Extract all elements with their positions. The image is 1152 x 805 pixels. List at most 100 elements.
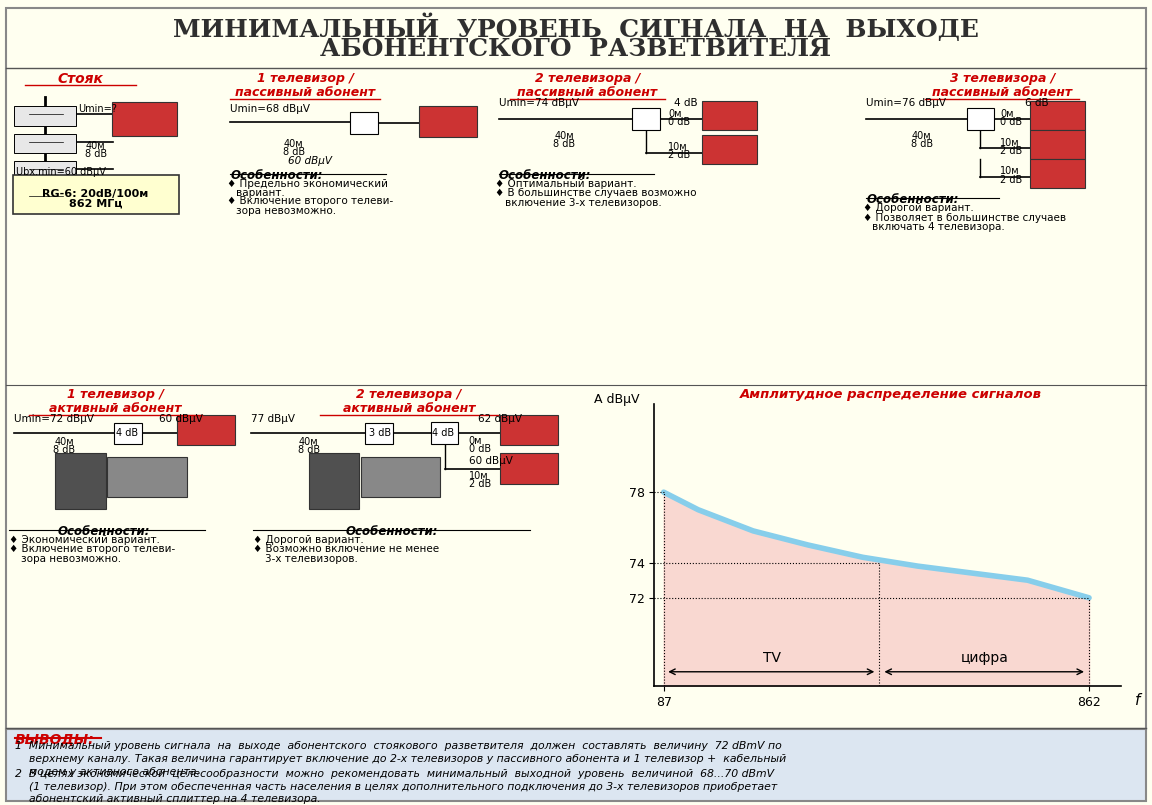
Text: 62 dBμV: 62 dBμV xyxy=(478,415,522,424)
Text: 40м: 40м xyxy=(283,139,304,149)
FancyBboxPatch shape xyxy=(361,457,440,497)
Text: АБОНЕНТСКОГО  РАЗВЕТВИТЕЛЯ: АБОНЕНТСКОГО РАЗВЕТВИТЕЛЯ xyxy=(320,37,832,61)
Text: 0м: 0м xyxy=(1000,109,1014,118)
Text: Особенности:: Особенности: xyxy=(499,169,591,182)
FancyBboxPatch shape xyxy=(55,453,106,509)
Text: активный абонент: активный абонент xyxy=(342,402,476,415)
FancyBboxPatch shape xyxy=(14,161,76,180)
FancyBboxPatch shape xyxy=(419,106,477,137)
Text: 3 dB: 3 dB xyxy=(369,428,392,438)
Text: активный абонент: активный абонент xyxy=(48,402,182,415)
FancyBboxPatch shape xyxy=(112,102,177,136)
Text: 77 dBμV: 77 dBμV xyxy=(251,415,295,424)
Text: 6 dB: 6 dB xyxy=(1025,98,1049,108)
FancyBboxPatch shape xyxy=(6,729,1146,801)
Text: 10м: 10м xyxy=(1000,138,1020,148)
Text: 2 телевизора /: 2 телевизора / xyxy=(535,72,641,85)
FancyBboxPatch shape xyxy=(13,175,179,214)
Text: 60 dBμV: 60 dBμV xyxy=(159,415,203,424)
FancyBboxPatch shape xyxy=(114,423,142,444)
Text: 8 dB: 8 dB xyxy=(910,139,933,149)
Text: ♦ Включение второго телеви-: ♦ Включение второго телеви- xyxy=(9,544,175,554)
Text: 4 dB: 4 dB xyxy=(432,428,455,438)
Text: 2 dB: 2 dB xyxy=(1000,147,1022,156)
Text: 0м: 0м xyxy=(469,436,483,446)
Text: 1  Минимальный уровень сигнала  на  выходе  абонентского  стоякового  разветвите: 1 Минимальный уровень сигнала на выходе … xyxy=(15,741,786,777)
Text: 40м: 40м xyxy=(54,437,75,447)
Text: зора невозможно.: зора невозможно. xyxy=(236,206,336,216)
Text: 8 dB: 8 dB xyxy=(53,445,76,455)
Text: 0 dB: 0 dB xyxy=(469,444,491,454)
Text: 8 dB: 8 dB xyxy=(553,139,576,149)
FancyBboxPatch shape xyxy=(500,453,558,484)
Text: включать 4 телевизора.: включать 4 телевизора. xyxy=(872,222,1005,232)
Text: 2  В целях экономической  целесообразности  можно  рекомендовать  минимальный  в: 2 В целях экономической целесообразности… xyxy=(15,769,778,804)
Text: Umin=76 dBμV: Umin=76 dBμV xyxy=(866,98,946,108)
FancyBboxPatch shape xyxy=(632,108,660,130)
Text: 2 dB: 2 dB xyxy=(668,150,690,159)
FancyBboxPatch shape xyxy=(350,112,378,134)
Text: 10м: 10м xyxy=(469,471,488,481)
Text: 40м: 40м xyxy=(554,131,575,141)
Text: 0 dB: 0 dB xyxy=(1000,118,1022,127)
Text: ♦ В большинстве случаев возможно: ♦ В большинстве случаев возможно xyxy=(495,188,697,198)
FancyBboxPatch shape xyxy=(14,106,76,126)
Text: пассивный абонент: пассивный абонент xyxy=(517,86,658,99)
FancyBboxPatch shape xyxy=(309,453,359,509)
Text: f: f xyxy=(1135,693,1140,708)
Text: Umin=72 dBμV: Umin=72 dBμV xyxy=(14,415,93,424)
FancyBboxPatch shape xyxy=(14,188,76,208)
FancyBboxPatch shape xyxy=(967,108,994,130)
Text: пассивный абонент: пассивный абонент xyxy=(235,86,376,99)
Text: 1 телевизор /: 1 телевизор / xyxy=(67,388,164,401)
Text: ♦ Предельно экономический: ♦ Предельно экономический xyxy=(227,179,388,188)
Text: 40м: 40м xyxy=(85,141,106,151)
Text: 8 dB: 8 dB xyxy=(282,147,305,157)
Text: вариант.: вариант. xyxy=(236,188,285,198)
Text: 40м: 40м xyxy=(298,437,319,447)
FancyBboxPatch shape xyxy=(1030,130,1085,159)
Text: 4 dB: 4 dB xyxy=(674,98,698,108)
Text: 60 dBμV: 60 dBμV xyxy=(469,456,513,466)
Text: Особенности:: Особенности: xyxy=(346,525,438,538)
Text: 2 dB: 2 dB xyxy=(469,479,491,489)
FancyBboxPatch shape xyxy=(1030,101,1085,130)
Text: Особенности:: Особенности: xyxy=(58,525,150,538)
Text: Особенности:: Особенности: xyxy=(230,169,323,182)
FancyBboxPatch shape xyxy=(702,135,757,164)
Text: 3-х телевизоров.: 3-х телевизоров. xyxy=(265,554,358,563)
Text: 10м: 10м xyxy=(668,142,688,151)
Text: 2 телевизора /: 2 телевизора / xyxy=(356,388,462,401)
FancyBboxPatch shape xyxy=(500,415,558,445)
Text: ♦ Возможно включение не менее: ♦ Возможно включение не менее xyxy=(253,544,440,554)
Text: Umin=74 dBμV: Umin=74 dBμV xyxy=(499,98,578,108)
Text: ♦ Включение второго телеви-: ♦ Включение второго телеви- xyxy=(227,196,393,206)
Text: Umin=68 dBμV: Umin=68 dBμV xyxy=(230,104,310,114)
FancyBboxPatch shape xyxy=(6,8,1146,729)
Text: ВЫВОДЫ:: ВЫВОДЫ: xyxy=(15,733,94,746)
Text: 1 телевизор /: 1 телевизор / xyxy=(257,72,354,85)
Text: 0м: 0м xyxy=(668,109,682,119)
FancyBboxPatch shape xyxy=(14,134,76,153)
Text: ♦ Дорогой вариант.: ♦ Дорогой вариант. xyxy=(253,535,364,544)
FancyBboxPatch shape xyxy=(365,423,393,444)
FancyBboxPatch shape xyxy=(177,415,235,445)
Text: цифра: цифра xyxy=(961,650,1008,665)
FancyBboxPatch shape xyxy=(107,457,187,497)
Text: ♦ Экономический вариант.: ♦ Экономический вариант. xyxy=(9,535,160,544)
Text: 4 dB: 4 dB xyxy=(115,428,138,438)
Text: Стояк: Стояк xyxy=(58,72,104,86)
Text: 2 dB: 2 dB xyxy=(1000,175,1022,185)
Text: 0 dB: 0 dB xyxy=(668,118,690,127)
Text: зора невозможно.: зора невозможно. xyxy=(21,554,121,563)
Text: включение 3-х телевизоров.: включение 3-х телевизоров. xyxy=(505,198,661,208)
Text: МИНИМАЛЬНЫЙ  УРОВЕНЬ  СИГНАЛА  НА  ВЫХОДЕ: МИНИМАЛЬНЫЙ УРОВЕНЬ СИГНАЛА НА ВЫХОДЕ xyxy=(173,13,979,42)
Text: RG-6: 20dB/100м: RG-6: 20dB/100м xyxy=(43,189,149,199)
Text: 3 телевизора /: 3 телевизора / xyxy=(949,72,1055,85)
FancyBboxPatch shape xyxy=(431,422,458,444)
Text: ♦ Дорогой вариант.: ♦ Дорогой вариант. xyxy=(863,203,973,213)
Text: 40м: 40м xyxy=(911,131,932,141)
Text: 10м: 10м xyxy=(1000,167,1020,176)
Text: 60 dBμV: 60 dBμV xyxy=(288,156,332,166)
FancyBboxPatch shape xyxy=(702,101,757,130)
